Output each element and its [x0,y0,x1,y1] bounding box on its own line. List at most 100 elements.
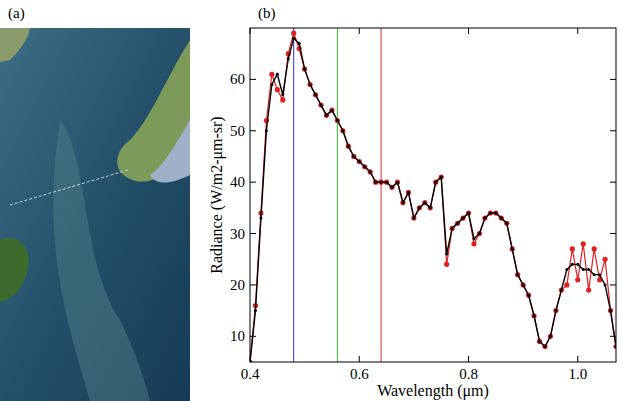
x-tick [250,28,251,34]
data-point [275,87,280,92]
data-point [259,217,262,220]
band-line [381,28,382,362]
spectrum-line [250,38,616,362]
data-point [478,232,481,235]
data-point [494,211,497,214]
y-tick-label: 60 [230,71,245,87]
data-point [287,57,290,60]
data-point [444,262,449,267]
data-point [467,211,470,214]
data-point [602,257,607,262]
data-point [505,222,508,225]
data-point [511,247,514,250]
y-tick-label: 50 [230,123,245,139]
island-flat [150,120,190,183]
data-point [418,206,421,209]
data-point [554,309,557,312]
data-point [280,97,285,102]
y-tick-label: 30 [230,226,245,242]
y-tick [250,182,256,183]
plot-frame [250,28,616,362]
data-point [374,181,377,184]
data-point [254,309,257,312]
x-tick [250,356,251,362]
data-point [380,181,383,184]
x-axis-title: Wavelength (μm) [377,382,489,400]
x-tick-label: 0.8 [459,366,478,382]
data-point [521,282,526,287]
data-point [276,73,279,76]
data-point [609,309,612,312]
y-tick [610,79,616,80]
y-tick-label: 40 [230,174,245,190]
data-point [335,118,340,123]
data-point [549,335,552,338]
x-tick [359,356,360,362]
figure: (a)(b)0.40.60.81.0102030405060Wavelength… [0,0,623,401]
y-axis-title: Radiance (W/m2-μm-sr) [208,116,226,273]
data-point [533,314,536,317]
data-point [281,93,284,96]
data-point [407,191,410,194]
y-tick [250,79,256,80]
x-tick-label: 0.6 [350,366,369,382]
data-point [429,206,432,209]
y-tick [610,182,616,183]
water [0,28,190,401]
spectrum-line [250,33,616,362]
y-tick-label: 20 [230,277,245,293]
data-point [265,129,268,132]
data-point [352,155,355,158]
data-point [292,37,295,40]
y-tick [610,284,616,285]
data-point [401,201,404,204]
band-line [293,28,294,362]
data-point [500,217,503,220]
data-point [320,104,323,107]
y-tick [610,130,616,131]
data-point [581,241,586,246]
data-point [593,273,596,276]
data-point [434,181,437,184]
y-tick [610,336,616,337]
data-point [336,119,339,122]
data-point [576,263,579,266]
band-line [337,28,338,362]
data-point [587,268,590,271]
data-point [592,246,597,251]
data-point [440,176,443,179]
data-point [313,92,318,97]
data-point [269,72,274,77]
data-point [560,289,563,292]
land-left [0,238,29,302]
data-point [565,268,568,271]
data-point [391,186,394,189]
data-point [456,222,459,225]
data-point [582,268,585,271]
data-point [543,345,546,348]
data-point [451,227,454,230]
data-point [358,160,361,163]
data-point [483,217,486,220]
y-tick-label: 10 [230,328,245,344]
data-point [472,237,475,240]
data-point [363,165,366,168]
data-point [586,287,591,292]
data-point [314,93,317,96]
data-point [604,283,607,286]
data-point [564,282,569,287]
data-point [309,83,312,86]
data-point [445,253,448,256]
data-point [325,114,328,117]
data-point [396,181,399,184]
y-tick [250,130,256,131]
x-tick [577,356,578,362]
data-point [298,42,301,45]
data-point [385,181,388,184]
satellite-image [0,28,190,401]
data-point [423,201,426,204]
panel-label: (b) [258,5,276,22]
data-point [462,217,465,220]
land-top-left [0,28,30,62]
data-point [575,277,580,282]
